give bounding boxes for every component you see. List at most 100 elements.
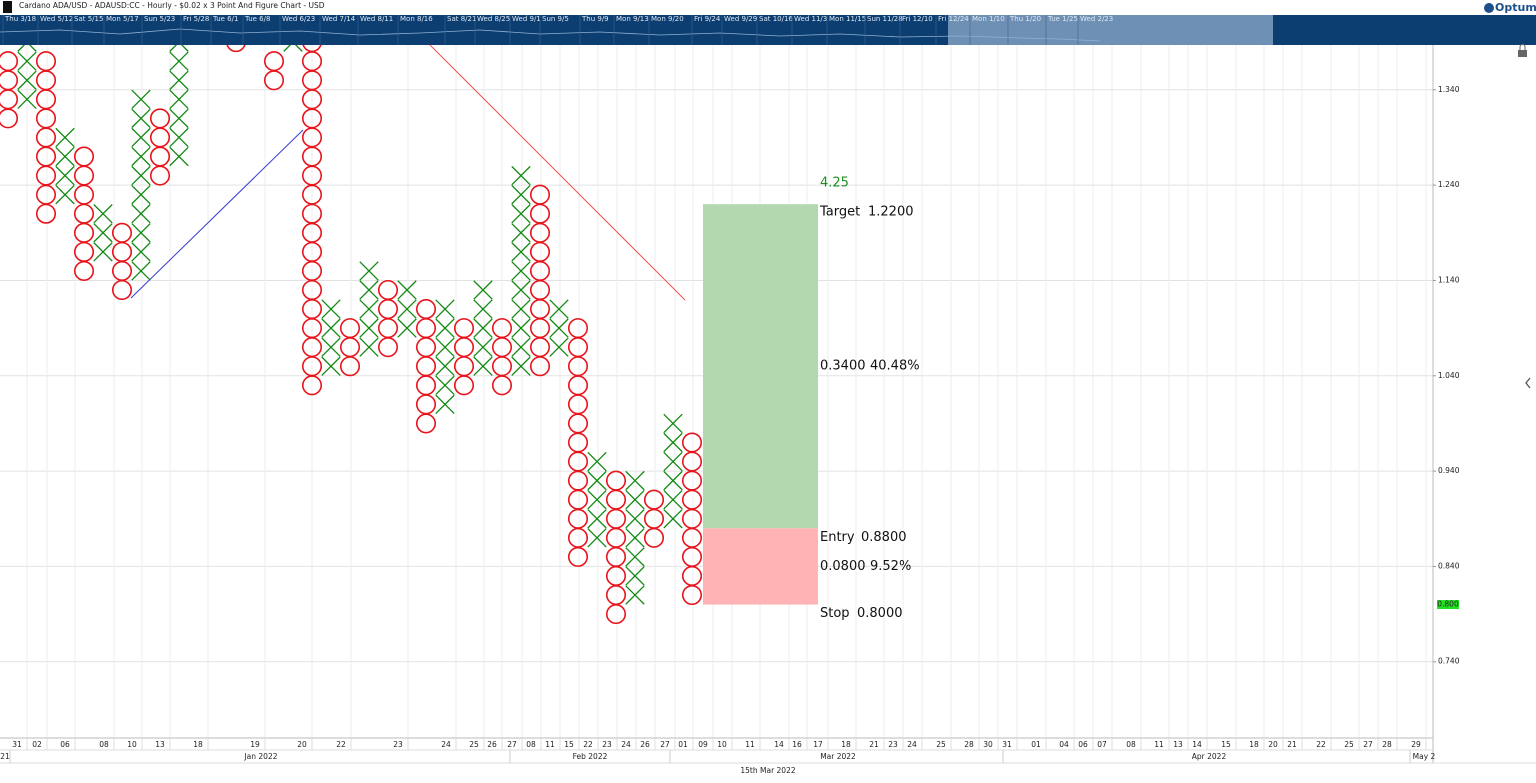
x-box [131, 165, 151, 186]
x-box [435, 394, 455, 415]
x-box [625, 585, 645, 605]
x-box [93, 204, 113, 224]
x-tick-label: 09 [698, 740, 708, 749]
x-tick-label: 27 [507, 740, 517, 749]
o-box [73, 260, 95, 281]
risk-pct: 9.52% [870, 559, 911, 574]
x-box [55, 184, 75, 205]
o-box [263, 51, 285, 72]
x-tick-label: 18 [841, 740, 851, 749]
navigator-label: Wed 9/1 [512, 15, 541, 23]
x-tick-label: 25 [1344, 740, 1354, 749]
y-tick-label: 0.940 [1438, 466, 1460, 475]
o-column [529, 184, 551, 377]
panel-toggle[interactable] [1525, 377, 1531, 389]
x-box [511, 184, 531, 205]
x-box [663, 470, 683, 491]
o-box [529, 260, 551, 281]
navigator-label: Mon 9/20 [651, 15, 684, 23]
x-group-label: May 2 [1413, 752, 1436, 761]
y-tick-label: 1.340 [1438, 85, 1460, 94]
x-box [359, 299, 379, 319]
x-tick-label: 15 [1221, 740, 1231, 749]
x-box [511, 299, 531, 319]
o-box [529, 241, 551, 262]
x-box [131, 184, 151, 205]
navigator-label: Mon 11/15 [829, 15, 866, 23]
navigator-label: Wed 8/11 [360, 15, 393, 23]
x-box [169, 89, 189, 110]
logo: Optuma [1495, 1, 1536, 14]
x-box [17, 89, 37, 110]
o-box [529, 318, 551, 339]
x-group-label: Feb 2022 [573, 752, 608, 761]
x-box [663, 451, 683, 472]
lock-icon [1519, 44, 1526, 50]
x-tick-label: 08 [1126, 740, 1136, 749]
o-box [35, 203, 57, 224]
x-box [625, 470, 645, 491]
o-column [605, 470, 627, 625]
navigator[interactable] [0, 15, 1536, 45]
x-tick-label: 30 [983, 740, 993, 749]
o-column [73, 146, 95, 281]
x-axis-title: 15th Mar 2022 [740, 766, 795, 775]
o-box [567, 318, 589, 339]
o-column [491, 318, 513, 396]
o-box [681, 470, 703, 491]
x-tick-label: 22 [1316, 740, 1326, 749]
o-box [0, 51, 19, 72]
y-tick-label: 0.840 [1438, 561, 1460, 570]
x-box [625, 509, 645, 529]
x-tick-label: 13 [155, 740, 165, 749]
x-box [397, 318, 417, 338]
navigator-window[interactable] [948, 15, 1273, 45]
x-tick-label: 22 [583, 740, 593, 749]
x-box [359, 280, 379, 300]
o-box [567, 546, 589, 567]
o-column [111, 222, 133, 301]
x-box [55, 146, 75, 167]
x-tick-label: 16 [792, 740, 802, 749]
x-box [587, 528, 607, 548]
o-box [73, 222, 95, 243]
o-column [415, 299, 437, 434]
o-box [529, 222, 551, 243]
x-box [180, 45, 189, 52]
o-box [529, 299, 551, 320]
x-box [169, 146, 189, 167]
o-column [226, 45, 246, 53]
x-column [473, 280, 493, 376]
o-box [453, 375, 475, 396]
x-box [511, 223, 531, 243]
o-box [377, 279, 399, 301]
o-box [415, 413, 437, 434]
lock-icon[interactable] [1518, 50, 1527, 57]
o-box [567, 375, 589, 396]
o-box [681, 527, 703, 548]
x-box [435, 299, 455, 319]
x-tick-label: 11 [1154, 740, 1164, 749]
navigator-line [0, 28, 1101, 42]
o-box [643, 508, 665, 529]
x-box [131, 108, 151, 129]
o-column [377, 279, 399, 358]
x-box [131, 242, 151, 262]
o-box [35, 51, 57, 72]
x-tick-label: 08 [526, 740, 536, 749]
x-tick-label: 29 [1411, 740, 1421, 749]
o-box [605, 489, 627, 510]
x-tick-label: 23 [602, 740, 612, 749]
o-box [415, 394, 437, 415]
navigator-label: Wed 8/25 [477, 15, 510, 23]
x-column [169, 45, 189, 167]
x-box [169, 51, 189, 71]
x-box [169, 45, 178, 52]
o-box [415, 337, 437, 358]
navigator-label: Fri 5/28 [183, 15, 209, 23]
x-tick-label: 28 [1382, 740, 1392, 749]
x-box [283, 45, 292, 52]
stop-value: 0.8000 [857, 606, 903, 621]
